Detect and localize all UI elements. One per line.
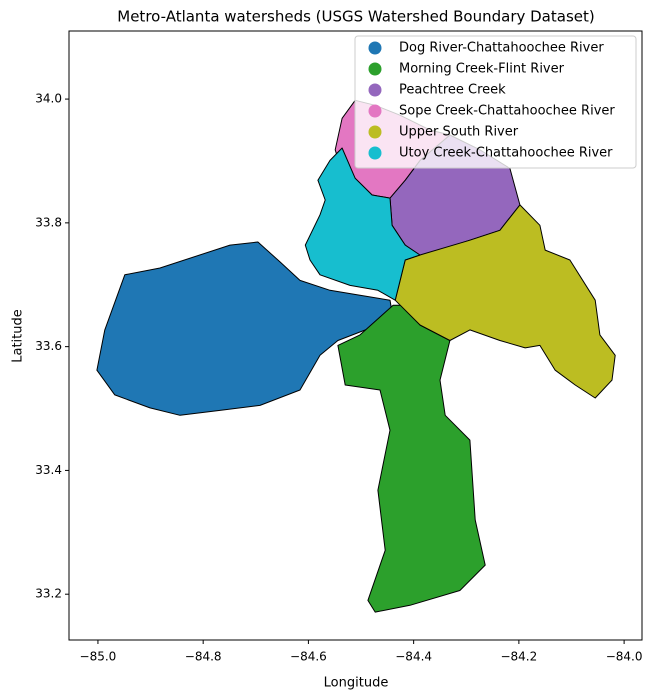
y-tick-label: 34.0 [35, 92, 62, 106]
x-axis-label: Longitude [324, 676, 389, 691]
legend-marker [368, 104, 382, 118]
x-tick-label: −84.2 [500, 650, 537, 664]
legend-label: Upper South River [399, 125, 519, 140]
y-tick-label: 33.8 [35, 215, 62, 229]
chart-title: Metro-Atlanta watersheds (USGS Watershed… [117, 8, 594, 26]
x-tick-label: −85.0 [80, 650, 117, 664]
x-tick-label: −84.4 [395, 650, 432, 664]
y-tick-label: 33.2 [35, 587, 62, 601]
x-tick-label: −84.6 [290, 650, 327, 664]
watershed [394, 204, 616, 399]
watershed [304, 147, 421, 301]
legend-label: Sope Creek-Chattahoochee River [399, 104, 615, 119]
x-tick-label: −84.8 [185, 650, 222, 664]
legend-marker [368, 83, 382, 97]
legend-label: Peachtree Creek [399, 83, 506, 98]
y-tick-label: 33.6 [35, 339, 62, 353]
legend-label: Dog River-Chattahoochee River [399, 41, 604, 56]
legend-box [354, 35, 637, 169]
legend-marker [368, 146, 382, 160]
legend-label: Morning Creek-Flint River [399, 62, 565, 77]
legend-marker [368, 62, 382, 76]
watershed [337, 304, 486, 613]
legend-marker [368, 41, 382, 55]
x-tick-label: −84.0 [606, 650, 643, 664]
legend-marker [368, 125, 382, 139]
legend-label: Utoy Creek-Chattahoochee River [399, 146, 613, 161]
y-axis-label: Latitude [11, 309, 26, 363]
plot-frame [68, 30, 643, 641]
y-tick-label: 33.4 [35, 463, 62, 477]
